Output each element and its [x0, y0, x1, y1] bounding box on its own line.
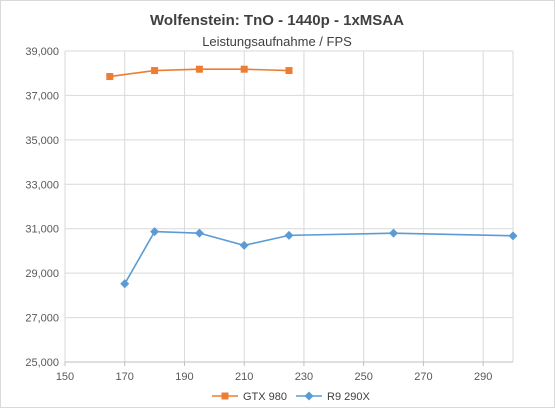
- series-r9-290x: [120, 227, 518, 289]
- legend-marker: [221, 392, 229, 400]
- x-tick-label: 250: [354, 371, 372, 383]
- x-tick-label: 270: [414, 371, 432, 383]
- y-axis: 25,000 27,000 29,000 31,000 33,000 35,000 37,0…: [25, 46, 59, 369]
- x-tick-label: 170: [116, 371, 134, 383]
- data-point: [195, 65, 203, 73]
- legend-item: R9 290X: [296, 391, 370, 403]
- x-tick-label: 290: [474, 371, 492, 383]
- y-tick-label: 33,000: [25, 179, 59, 191]
- y-tick-label: 39,000: [25, 46, 59, 58]
- series-line: [124, 230, 514, 285]
- y-tick-label: 25,000: [25, 357, 59, 369]
- data-point: [508, 231, 518, 241]
- x-tick-label: 190: [175, 371, 193, 383]
- series-gtx-980: [106, 65, 293, 81]
- x-axis: 150 170 190 210 230 250 270 290: [56, 361, 513, 383]
- data-point: [240, 65, 248, 73]
- chart-subtitle: Leistungsaufnahme / FPS: [202, 34, 352, 49]
- y-tick-label: 27,000: [25, 313, 59, 325]
- data-point: [151, 67, 159, 75]
- legend: GTX 980 R9 290X: [212, 391, 370, 403]
- data-point: [194, 228, 204, 238]
- legend-label: GTX 980: [243, 391, 287, 403]
- x-tick-label: 150: [56, 371, 74, 383]
- y-tick-label: 29,000: [25, 268, 59, 280]
- series-layer: [106, 65, 518, 289]
- data-point: [389, 228, 399, 238]
- y-tick-label: 37,000: [25, 90, 59, 102]
- data-point: [106, 73, 114, 81]
- gridlines: [64, 50, 514, 363]
- legend-label: R9 290X: [327, 391, 370, 403]
- x-tick-label: 230: [295, 371, 313, 383]
- legend-item: GTX 980: [212, 391, 287, 403]
- chart-title: Wolfenstein: TnO - 1440p - 1xMSAA: [150, 12, 404, 29]
- x-tick-label: 210: [235, 371, 253, 383]
- data-point: [120, 279, 130, 289]
- data-point: [284, 230, 294, 240]
- y-tick-label: 35,000: [25, 135, 59, 147]
- y-tick-label: 31,000: [25, 224, 59, 236]
- data-point: [150, 227, 160, 237]
- legend-marker: [304, 391, 314, 401]
- data-point: [285, 67, 293, 75]
- data-point: [239, 240, 249, 250]
